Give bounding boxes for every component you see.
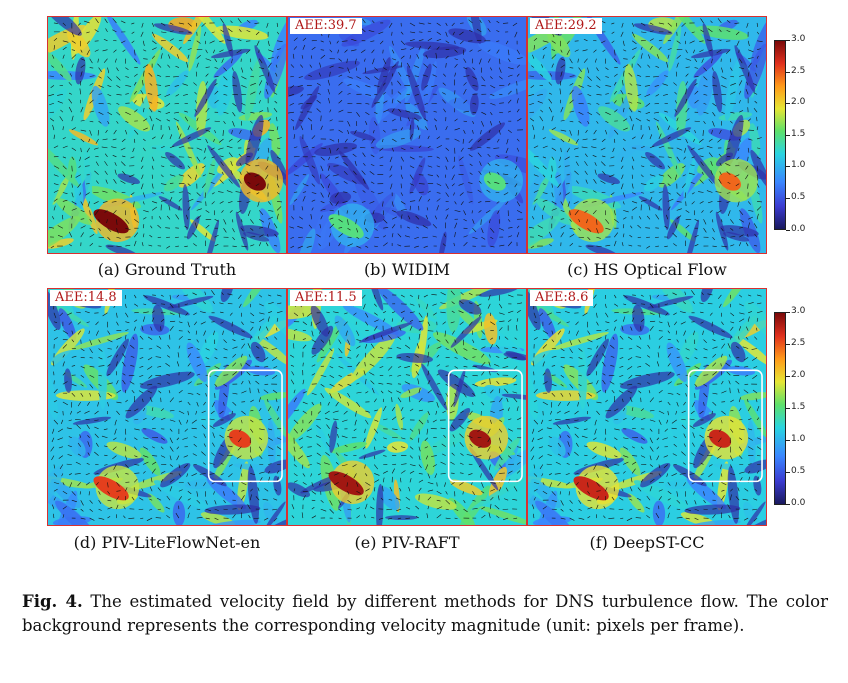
velocity-field-d <box>48 289 286 525</box>
highlight-box <box>687 369 763 483</box>
panel-c-hs-optical-flow: AEE:29.2 <box>527 16 767 254</box>
velocity-field-a <box>48 17 286 253</box>
colorbar-tick: 0.0 <box>785 224 806 234</box>
panel-f-deepst-cc: AEE:8.6 <box>527 288 767 526</box>
aee-label-d: AEE:14.8 <box>50 290 122 306</box>
velocity-field-f <box>528 289 766 525</box>
colorbar-tick: 0.5 <box>785 466 806 476</box>
aee-label-e: AEE:11.5 <box>290 290 362 306</box>
panel-a-ground-truth <box>47 16 287 254</box>
figure-label: Fig. 4. <box>22 592 83 611</box>
colorbar-tick: 1.0 <box>785 160 806 170</box>
colorbar-bottom <box>774 312 786 505</box>
aee-label-c: AEE:29.2 <box>530 18 602 34</box>
highlight-box <box>447 369 523 483</box>
colorbar-top <box>774 40 786 230</box>
colorbar-tick: 0.5 <box>785 192 806 202</box>
colorbar-tick: 0.0 <box>785 498 806 508</box>
velocity-field-c <box>528 17 766 253</box>
velocity-field-b <box>288 17 526 253</box>
highlight-box <box>207 369 283 483</box>
caption-e: (e) PIV-RAFT <box>354 533 460 552</box>
caption-b: (b) WIDIM <box>363 260 451 279</box>
caption-f: (f) DeepST-CC <box>589 533 705 552</box>
panel-e-piv-raft: AEE:11.5 <box>287 288 527 526</box>
panel-b-widim: AEE:39.7 <box>287 16 527 254</box>
aee-label-b: AEE:39.7 <box>290 18 362 34</box>
velocity-field-e <box>288 289 526 525</box>
colorbar-tick: 3.0 <box>785 34 806 44</box>
colorbar-tick: 1.0 <box>785 434 806 444</box>
colorbar-tick: 2.0 <box>785 370 806 380</box>
colorbar-tick: 2.5 <box>785 66 806 76</box>
caption-d: (d) PIV-LiteFlowNet-en <box>73 533 261 552</box>
figure-caption: Fig. 4. The estimated velocity field by … <box>22 590 828 638</box>
colorbar-tick: 1.5 <box>785 402 806 412</box>
colorbar-tick: 1.5 <box>785 129 806 139</box>
figure-caption-text: The estimated velocity field by differen… <box>22 592 828 635</box>
aee-label-f: AEE:8.6 <box>530 290 594 306</box>
panel-d-piv-liteflownet-en: AEE:14.8 <box>47 288 287 526</box>
caption-c: (c) HS Optical Flow <box>567 260 727 279</box>
colorbar-tick: 3.0 <box>785 306 806 316</box>
colorbar-tick: 2.0 <box>785 97 806 107</box>
caption-a: (a) Ground Truth <box>97 260 237 279</box>
colorbar-tick: 2.5 <box>785 338 806 348</box>
